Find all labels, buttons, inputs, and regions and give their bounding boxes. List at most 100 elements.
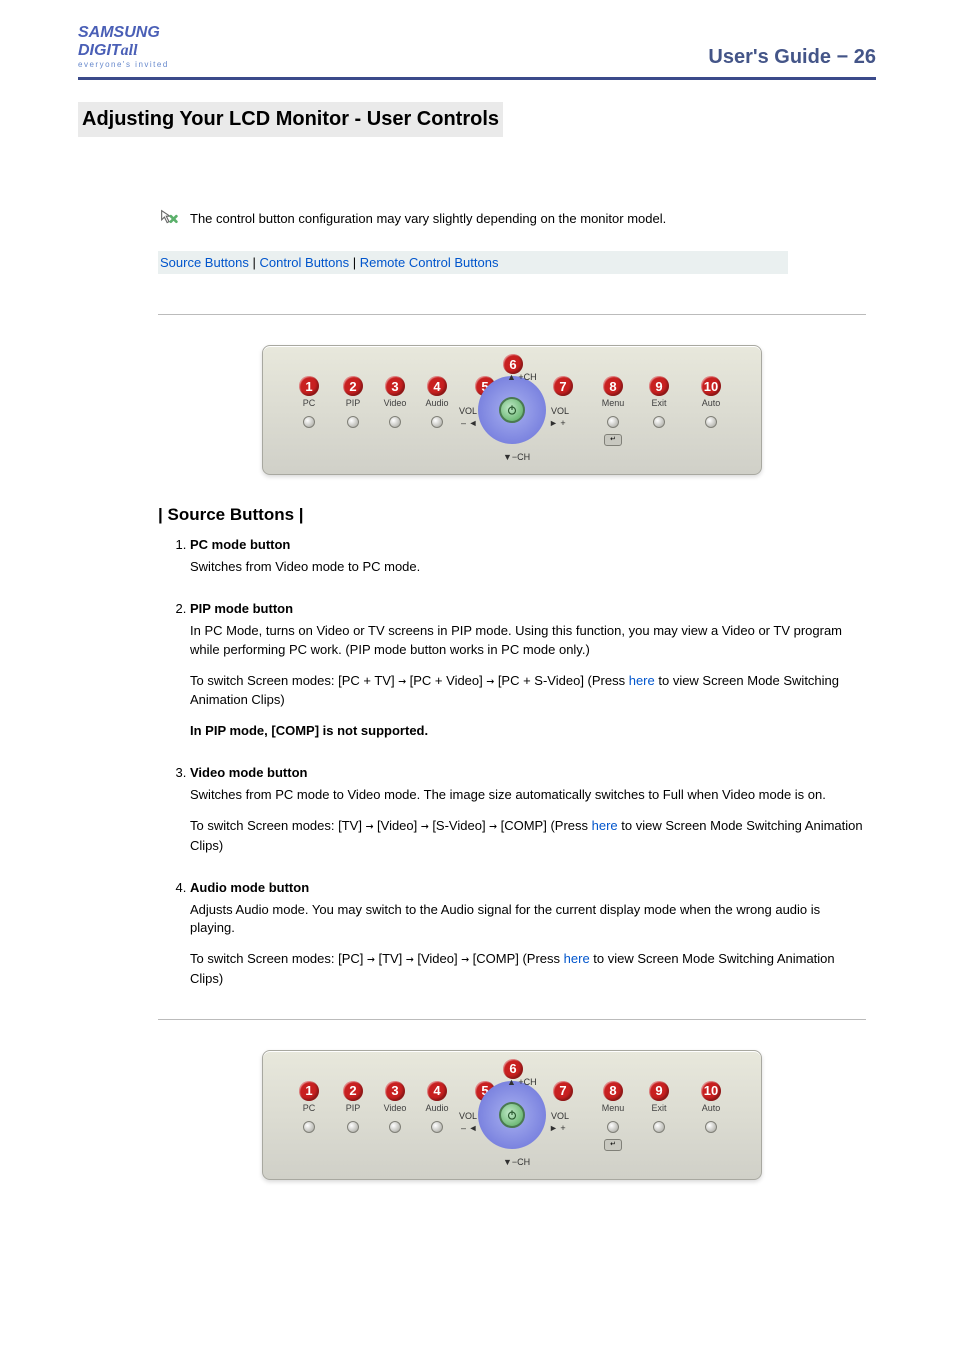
badge-9: 9: [649, 376, 669, 396]
badge-8: 8: [603, 1081, 623, 1101]
monitor-control-panel: 1PC2PIP3Video4Audio5678Menu9Exit10Auto↵▲…: [262, 1050, 762, 1180]
panel-enter-button: ↵: [604, 434, 622, 446]
vol-plus-label: VOL: [551, 1111, 569, 1121]
panel-button-audio: [431, 416, 443, 428]
item-paragraph: Adjusts Audio mode. You may switch to th…: [190, 901, 866, 939]
vol-plus-label: VOL: [551, 406, 569, 416]
bold-text: In PIP mode, [COMP] is not supported.: [190, 723, 428, 738]
remote-control-buttons-link[interactable]: Remote Control Buttons: [360, 255, 499, 270]
badge-4: 4: [427, 1081, 447, 1101]
panel-label-video: Video: [379, 398, 411, 408]
list-item-4: Audio mode button Adjusts Audio mode. You…: [190, 880, 866, 989]
vol-plus-arrow: ► +: [549, 1123, 566, 1133]
samsung-logo: SAMSUNG DIGITall everyone's invited: [78, 24, 218, 69]
panel-button-pc: [303, 416, 315, 428]
page-header: SAMSUNG DIGITall everyone's invited User…: [78, 24, 876, 69]
badge-2: 2: [343, 1081, 363, 1101]
panel-button-auto: [705, 416, 717, 428]
badge-2: 2: [343, 376, 363, 396]
panel-label-exit: Exit: [643, 398, 675, 408]
badge-4: 4: [427, 376, 447, 396]
badge-7: 7: [553, 376, 573, 396]
item-title: Audio mode button: [190, 880, 866, 895]
guide-label: User's Guide: [708, 46, 831, 68]
badge-8: 8: [603, 376, 623, 396]
vol-plus-arrow: ► +: [549, 418, 566, 428]
item-paragraph: In PIP mode, [COMP] is not supported.: [190, 722, 866, 741]
item-body: Switches from Video mode to PC mode.: [190, 558, 866, 577]
page-title-right: User's Guide − 26: [708, 46, 876, 69]
badge-3: 3: [385, 1081, 405, 1101]
badge-7: 7: [553, 1081, 573, 1101]
control-buttons-link[interactable]: Control Buttons: [260, 255, 350, 270]
panel-button-exit: [653, 416, 665, 428]
badge-10: 10: [701, 376, 721, 396]
item-paragraph: To switch Screen modes: [TV] → [Video] →…: [190, 817, 866, 856]
vol-minus-label: VOL: [459, 406, 477, 416]
note-text: The control button configuration may var…: [190, 211, 666, 226]
panel-button-exit: [653, 1121, 665, 1133]
here-link[interactable]: here: [592, 818, 618, 833]
control-panel-illustration-2: 1PC2PIP3Video4Audio5678Menu9Exit10Auto↵▲…: [158, 1050, 866, 1180]
panel-label-pc: PC: [293, 1103, 325, 1113]
panel-label-auto: Auto: [695, 1103, 727, 1113]
page-container: SAMSUNG DIGITall everyone's invited User…: [0, 0, 954, 1270]
badge-6: 6: [503, 354, 523, 374]
source-buttons-link[interactable]: Source Buttons: [160, 255, 249, 270]
panel-button-menu: [607, 416, 619, 428]
list-item-3: Video mode button Switches from PC mode t…: [190, 765, 866, 856]
power-button: [499, 397, 525, 423]
item-title: Video mode button: [190, 765, 866, 780]
item-body: In PC Mode, turns on Video or TV screens…: [190, 622, 866, 741]
vol-minus-arrow: – ◄: [461, 1123, 477, 1133]
note-row: The control button configuration may var…: [158, 207, 866, 229]
panel-button-auto: [705, 1121, 717, 1133]
badge-10: 10: [701, 1081, 721, 1101]
item-paragraph: Switches from PC mode to Video mode. The…: [190, 786, 866, 805]
panel-label-menu: Menu: [597, 398, 629, 408]
section-title: Adjusting Your LCD Monitor - User Contro…: [78, 102, 503, 137]
panel-label-audio: Audio: [421, 1103, 453, 1113]
panel-label-menu: Menu: [597, 1103, 629, 1113]
list-item-1: PC mode button Switches from Video mode t…: [190, 537, 866, 577]
panel-button-menu: [607, 1121, 619, 1133]
power-jog-ring: [478, 376, 546, 444]
badge-3: 3: [385, 376, 405, 396]
item-title: PC mode button: [190, 537, 866, 552]
panel-button-video: [389, 416, 401, 428]
panel-label-pc: PC: [293, 398, 325, 408]
source-buttons-list: PC mode button Switches from Video mode t…: [190, 537, 866, 989]
list-item-2: PIP mode button In PC Mode, turns on Vide…: [190, 601, 866, 741]
anchor-nav: Source Buttons | Control Buttons | Remot…: [158, 251, 788, 274]
here-link[interactable]: here: [564, 951, 590, 966]
power-jog-ring: [478, 1081, 546, 1149]
panel-enter-button: ↵: [604, 1139, 622, 1151]
ch-down-label: ▼−CH: [503, 1157, 530, 1167]
panel-label-video: Video: [379, 1103, 411, 1113]
ch-up-label: ▲ +CH: [507, 1077, 537, 1087]
panel-button-pip: [347, 416, 359, 428]
nav-sep-1: |: [249, 255, 260, 270]
vol-minus-arrow: – ◄: [461, 418, 477, 428]
panel-label-pip: PIP: [337, 1103, 369, 1113]
item-paragraph: In PC Mode, turns on Video or TV screens…: [190, 622, 866, 660]
panel-label-auto: Auto: [695, 398, 727, 408]
header-divider: [78, 77, 876, 80]
item-title: PIP mode button: [190, 601, 866, 616]
panel-button-video: [389, 1121, 401, 1133]
badge-9: 9: [649, 1081, 669, 1101]
item-paragraph: To switch Screen modes: [PC] → [TV] → [V…: [190, 950, 866, 989]
item-body: Switches from PC mode to Video mode. The…: [190, 786, 866, 856]
logo-tagline: everyone's invited: [78, 60, 218, 69]
nav-sep-2: |: [349, 255, 360, 270]
monitor-control-panel: 1PC2PIP3Video4Audio5678Menu9Exit10Auto↵▲…: [262, 345, 762, 475]
source-buttons-heading: | Source Buttons |: [158, 505, 866, 525]
logo-text: SAMSUNG DIGITall: [78, 24, 218, 60]
item-paragraph: To switch Screen modes: [PC + TV] → [PC …: [190, 672, 866, 711]
control-panel-illustration-1: 1PC2PIP3Video4Audio5678Menu9Exit10Auto↵▲…: [158, 345, 866, 475]
divider-2: [158, 1019, 866, 1020]
divider-1: [158, 314, 866, 315]
vol-minus-label: VOL: [459, 1111, 477, 1121]
here-link[interactable]: here: [629, 673, 655, 688]
panel-label-pip: PIP: [337, 398, 369, 408]
